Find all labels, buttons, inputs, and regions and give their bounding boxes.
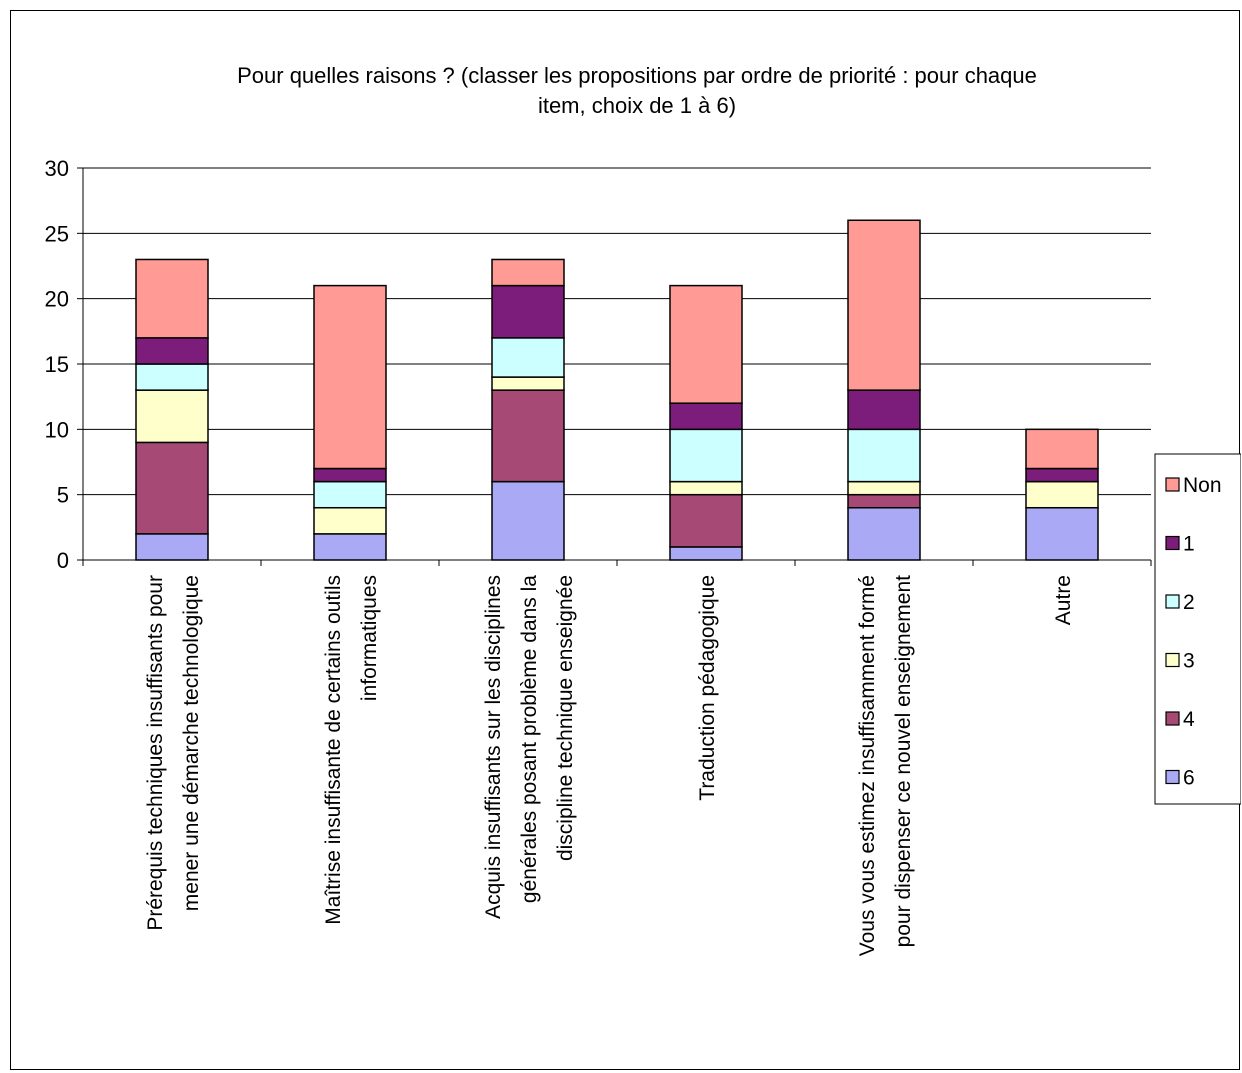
bar-segment-1-cat-1 xyxy=(313,467,387,483)
legend-swatch-2 xyxy=(1165,594,1180,609)
bar-segment-6-cat-1 xyxy=(313,533,387,561)
category-label: Prérequis techniques insuffisants pour xyxy=(144,575,167,931)
bar-segment-3-cat-4 xyxy=(847,480,921,496)
bar-segment-6-cat-0 xyxy=(135,533,209,561)
category-label: Traduction pédagogique xyxy=(696,575,719,801)
bar-segment-Non-cat-0 xyxy=(135,258,209,339)
bar-segment-6-cat-3 xyxy=(669,546,743,561)
legend-swatch-4 xyxy=(1165,711,1180,726)
bar-segment-3-cat-0 xyxy=(135,389,209,444)
y-tick-label: 0 xyxy=(57,548,69,573)
legend-label: Non xyxy=(1183,474,1222,497)
category-label: informatiques xyxy=(358,575,381,701)
legend-swatch-1 xyxy=(1165,535,1180,551)
category-label: pour dispenser ce nouvel enseignement xyxy=(892,575,915,948)
chart-frame: Pour quelles raisons ? (classer les prop… xyxy=(10,10,1241,1070)
bar-segment-2-cat-4 xyxy=(847,428,921,483)
bar-segment-1-cat-2 xyxy=(491,284,565,339)
legend-swatch-3 xyxy=(1165,652,1180,668)
y-tick-label: 15 xyxy=(45,352,69,377)
bar-segment-Non-cat-2 xyxy=(491,258,565,287)
legend-label: 1 xyxy=(1183,533,1195,556)
legend-label: 2 xyxy=(1183,591,1195,614)
stacked-bar-chart: Pour quelles raisons ? (classer les prop… xyxy=(45,63,1241,957)
bar-segment-2-cat-2 xyxy=(491,337,565,378)
bar-segment-6-cat-5 xyxy=(1025,506,1099,561)
legend-label: 4 xyxy=(1183,708,1195,731)
category-label: Maîtrise insuffisante de certains outils xyxy=(322,575,345,925)
gridlines xyxy=(83,167,1151,496)
category-label: Autre xyxy=(1052,575,1075,625)
legend: Non 1 2 3 4 6 xyxy=(1154,453,1241,805)
category-labels: Prérequis techniques insuffisants pour me… xyxy=(144,575,1075,957)
bar-segment-Non-cat-5 xyxy=(1025,428,1099,470)
chart-title-line: item, choix de 1 à 6) xyxy=(538,93,736,118)
legend-swatch-6 xyxy=(1165,769,1180,785)
bar-segment-6-cat-4 xyxy=(847,506,921,561)
bar-segment-3-cat-1 xyxy=(313,506,387,535)
bar-segment-4-cat-0 xyxy=(135,441,209,535)
bar-segment-1-cat-4 xyxy=(847,389,921,431)
bar-segment-Non-cat-3 xyxy=(669,284,743,404)
bar-segment-1-cat-0 xyxy=(135,337,209,365)
legend-swatch-Non xyxy=(1165,477,1180,492)
y-tick-label: 30 xyxy=(45,156,69,181)
legend-box xyxy=(1154,453,1241,805)
bar-segment-2-cat-1 xyxy=(313,480,387,509)
y-tick-label: 25 xyxy=(45,221,69,246)
category-label: Acquis insuffisants sur les disciplines xyxy=(482,575,505,919)
bar-segment-Non-cat-4 xyxy=(847,219,921,391)
bar-segment-3-cat-2 xyxy=(491,376,565,391)
bar-segment-Non-cat-1 xyxy=(313,284,387,470)
category-label: discipline technique enseignée xyxy=(554,575,577,861)
bar-segment-3-cat-5 xyxy=(1025,480,1099,509)
chart-title: Pour quelles raisons ? (classer les prop… xyxy=(237,63,1037,118)
axes: 0 5 10 15 20 25 30 xyxy=(45,156,1152,573)
bars xyxy=(135,219,1099,561)
legend-label: 6 xyxy=(1183,767,1195,790)
chart-title-line: Pour quelles raisons ? (classer les prop… xyxy=(237,63,1037,88)
y-tick-label: 10 xyxy=(45,417,69,442)
bar-segment-4-cat-2 xyxy=(491,389,565,483)
legend-label: 3 xyxy=(1183,650,1195,673)
category-label: mener une démarche technologique xyxy=(180,575,203,911)
bar-segment-1-cat-5 xyxy=(1025,467,1099,483)
bar-segment-3-cat-3 xyxy=(669,480,743,496)
y-tick-label: 5 xyxy=(57,483,69,508)
bar-segment-2-cat-0 xyxy=(135,363,209,391)
bar-segment-4-cat-4 xyxy=(847,493,921,509)
bar-segment-2-cat-3 xyxy=(669,428,743,483)
bar-segment-1-cat-3 xyxy=(669,402,743,431)
category-label: générales posant problème dans la xyxy=(518,575,541,903)
y-tick-label: 20 xyxy=(45,287,69,312)
bar-segment-6-cat-2 xyxy=(491,480,565,561)
bar-segment-4-cat-3 xyxy=(669,493,743,548)
category-label: Vous vous estimez insuffisamment formé xyxy=(856,575,879,956)
